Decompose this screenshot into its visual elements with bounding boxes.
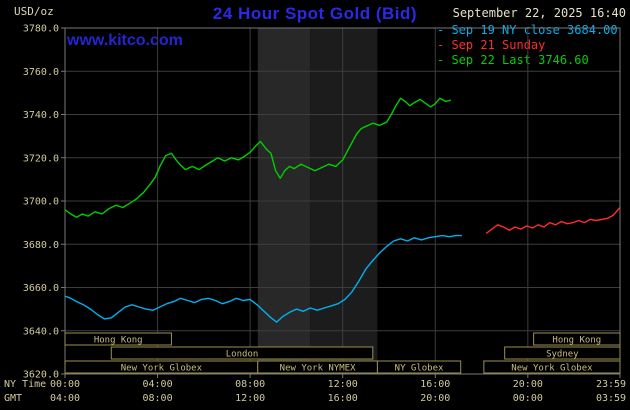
session-box	[64, 332, 172, 346]
ny-time-caption: NY Time	[4, 379, 46, 390]
plot-border	[64, 27, 621, 375]
page-title: 24 Hour Spot Gold (Bid)	[212, 4, 418, 23]
session-box	[483, 360, 621, 374]
y-axis-unit-label: USD/oz	[14, 5, 54, 18]
kitco-watermark-link[interactable]: www.kitco.com	[67, 32, 183, 49]
session-label: Sydney	[546, 350, 579, 360]
gmt-tick-label: 00:00	[513, 393, 543, 404]
y-tick-label: 3780.0	[23, 24, 59, 35]
gmt-tick-label: 03:59	[596, 393, 626, 404]
ny-time-tick-label: 12:00	[328, 379, 358, 390]
price-line-sep19	[64, 234, 462, 323]
legend: - Sep 19 NY close 3684.00 - Sep 21 Sunda…	[437, 23, 618, 68]
ny-time-tick-label: 08:00	[235, 379, 265, 390]
ny-time-tick-label: 00:00	[50, 379, 80, 390]
y-tick-label: 3680.0	[23, 240, 59, 251]
chart-datetime: September 22, 2025 16:40	[452, 6, 626, 20]
y-tick-label: 3760.0	[23, 67, 59, 78]
session-label: Hong Kong	[552, 336, 601, 346]
session-label: Hong Kong	[94, 336, 143, 346]
session-box	[110, 346, 374, 360]
legend-item-sep21: - Sep 21 Sunday	[437, 38, 546, 52]
session-label: London	[226, 350, 259, 360]
y-tick-label: 3740.0	[23, 110, 59, 121]
y-tick-label: 3720.0	[23, 153, 59, 164]
legend-item-sep22: - Sep 22 Last 3746.60	[437, 53, 589, 67]
y-tick-label: 3620.0	[23, 370, 59, 381]
y-tick-label: 3700.0	[23, 197, 59, 208]
session-label: NY Globex	[395, 364, 444, 374]
session-box	[376, 360, 462, 374]
session-label: New York NYMEX	[280, 364, 356, 374]
ny-time-tick-label: 20:00	[513, 379, 543, 390]
ny-time-tick-label: 23:59	[596, 379, 626, 390]
gmt-tick-label: 08:00	[143, 393, 173, 404]
gmt-tick-label: 16:00	[328, 393, 358, 404]
gmt-tick-label: 20:00	[420, 393, 450, 404]
gmt-tick-label: 12:00	[235, 393, 265, 404]
session-box	[504, 346, 621, 360]
gmt-caption: GMT	[4, 393, 22, 404]
price-line-sep21	[485, 207, 621, 234]
y-tick-label: 3640.0	[23, 326, 59, 337]
price-line-sep22	[64, 97, 451, 218]
session-label: New York Globex	[121, 364, 203, 374]
session-label: New York Globex	[511, 364, 593, 374]
ny-time-tick-label: 16:00	[420, 379, 450, 390]
session-box	[533, 332, 621, 346]
gmt-tick-label: 04:00	[50, 393, 80, 404]
ny-time-tick-label: 04:00	[143, 379, 173, 390]
legend-item-sep19: - Sep 19 NY close 3684.00	[437, 23, 618, 37]
y-tick-label: 3660.0	[23, 283, 59, 294]
